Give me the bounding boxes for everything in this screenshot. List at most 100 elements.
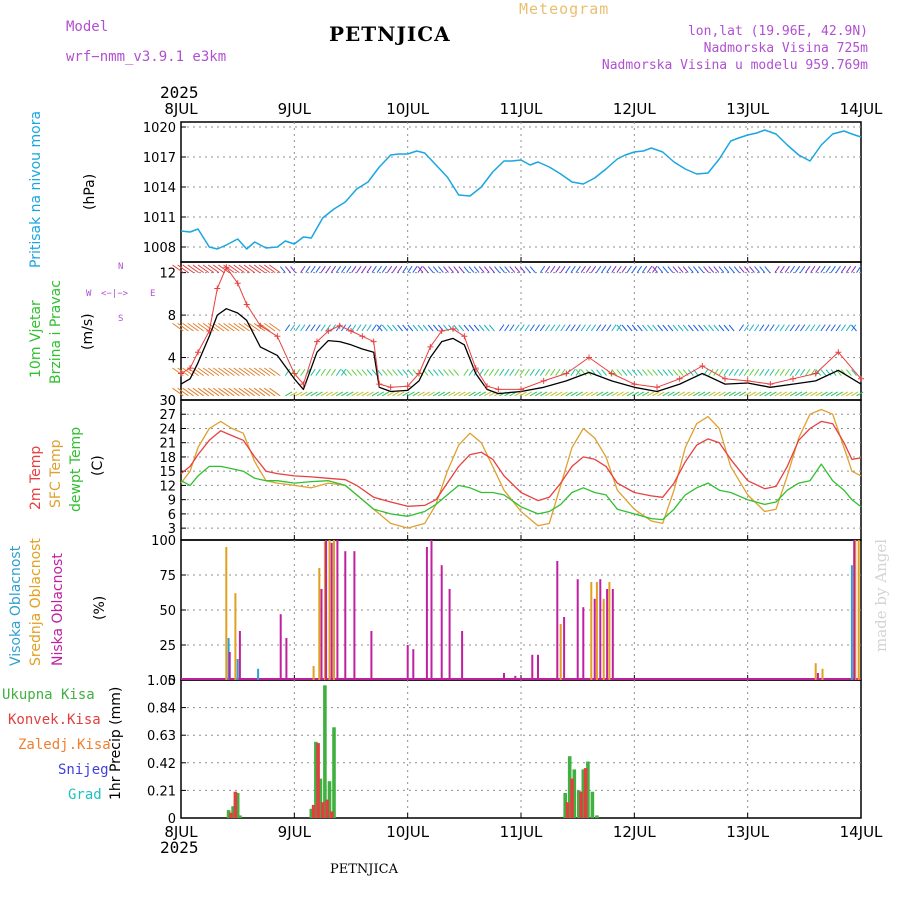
wind-barb	[575, 265, 581, 273]
wind-barb	[218, 322, 230, 332]
wind-barb	[397, 369, 403, 376]
wind-barb	[519, 324, 525, 332]
wind-barb	[417, 266, 424, 273]
wind-barb	[652, 324, 658, 332]
wind-barb	[728, 391, 736, 397]
wind-barb	[759, 391, 767, 397]
wind-barb	[616, 265, 622, 273]
pressure-ytick-label: 1020	[143, 121, 176, 136]
precip-ytick-label: 0.21	[147, 784, 176, 799]
conv-rain-bar	[311, 804, 316, 818]
wind-gust-mark	[359, 333, 366, 340]
wind-barb	[264, 264, 276, 274]
wind-barb	[392, 391, 400, 397]
wind-barb	[315, 368, 321, 376]
wind-barb	[840, 324, 847, 332]
legend-hail: Grad	[68, 787, 102, 803]
wind-barb	[616, 369, 623, 376]
wind-barb	[468, 324, 475, 332]
temp-ytick-label: 30	[159, 394, 176, 409]
legend-total-rain: Ukupna Kisa	[2, 687, 95, 703]
wind-barb	[258, 264, 271, 274]
wind-barb	[534, 391, 543, 397]
temp-ytick-label: 6	[168, 508, 176, 523]
model-elevation-text: Nadmorska Visina u modelu 959.769m	[601, 58, 868, 73]
wind-barb	[611, 324, 617, 332]
wind-barb	[325, 265, 331, 273]
wind-barb	[769, 324, 775, 332]
wind-barb	[856, 265, 862, 273]
wind-barb	[366, 324, 372, 332]
wind-barb	[356, 324, 362, 332]
wind-barb	[748, 324, 755, 332]
wind-barb	[407, 391, 415, 397]
wind-barb	[560, 324, 566, 332]
wind-barb	[356, 391, 364, 397]
wind-barb	[590, 324, 597, 332]
wind-gust-mark	[790, 375, 796, 382]
wind-barb	[662, 266, 669, 273]
wind-barb	[662, 391, 670, 397]
wind-barb	[585, 324, 592, 332]
wind-barb	[698, 391, 706, 397]
wind-barb	[845, 265, 852, 273]
wind-barb	[606, 324, 612, 332]
wind-gust-mark	[274, 333, 281, 340]
wind-barb	[580, 391, 589, 397]
wind-barb	[718, 368, 724, 376]
wind-barb	[764, 391, 772, 397]
wind-barb	[810, 265, 816, 273]
wind-barb	[207, 387, 220, 397]
wind-barb	[759, 266, 766, 273]
wind-barb	[218, 367, 230, 377]
wind-barb	[483, 391, 492, 397]
low-cloud-bar	[370, 631, 373, 680]
wind-barb	[381, 265, 388, 273]
wind-barb	[453, 369, 460, 376]
wind-barb	[728, 368, 734, 376]
wind-barb	[779, 368, 785, 376]
low-cloud-bar	[611, 589, 614, 680]
wind-barb	[805, 265, 811, 273]
wind-barb	[371, 265, 377, 273]
wind-barb	[795, 391, 803, 397]
wind-barb	[325, 324, 331, 332]
wind-barb	[427, 324, 434, 332]
dewpt-line	[180, 463, 862, 521]
wind-barb	[187, 322, 199, 332]
total-rain-bar	[323, 685, 327, 818]
low-cloud-bar	[537, 654, 539, 680]
wind-barb	[473, 266, 480, 273]
wind-barb	[769, 391, 777, 397]
x-label-bottom: 8JUL	[164, 823, 198, 841]
wind-barb	[621, 324, 628, 332]
wind-barb	[845, 324, 852, 332]
wind-gust-mark	[586, 354, 592, 361]
wind-barb	[468, 368, 474, 376]
wind-gust-mark	[257, 322, 264, 329]
pressure-ytick-label: 1011	[143, 211, 176, 226]
x-label-bottom: 10JUL	[386, 823, 429, 841]
wind-gust-mark	[214, 285, 221, 292]
conv-rain-bar	[229, 812, 233, 818]
wind-barb	[468, 266, 475, 273]
wind-barb	[197, 367, 210, 377]
precip-ytick-label: 0.63	[147, 729, 176, 744]
wind-barb	[438, 391, 446, 397]
wind-barb	[285, 266, 291, 273]
total-rain-bar	[567, 756, 572, 818]
wind-barb	[800, 391, 808, 397]
conv-rain-bar	[583, 768, 588, 818]
mid-cloud-bar	[318, 568, 321, 680]
wind-barb	[310, 265, 316, 273]
wind-barb	[448, 369, 454, 376]
wind-barb	[529, 324, 535, 332]
wind-barb	[667, 266, 674, 273]
wind-barb	[524, 391, 532, 397]
wind-barb	[550, 324, 556, 332]
wind-barb	[432, 391, 441, 397]
wind-barb	[458, 266, 465, 273]
wind-barb	[483, 368, 490, 376]
wind-barb	[840, 265, 847, 273]
wind-barb	[488, 368, 495, 376]
